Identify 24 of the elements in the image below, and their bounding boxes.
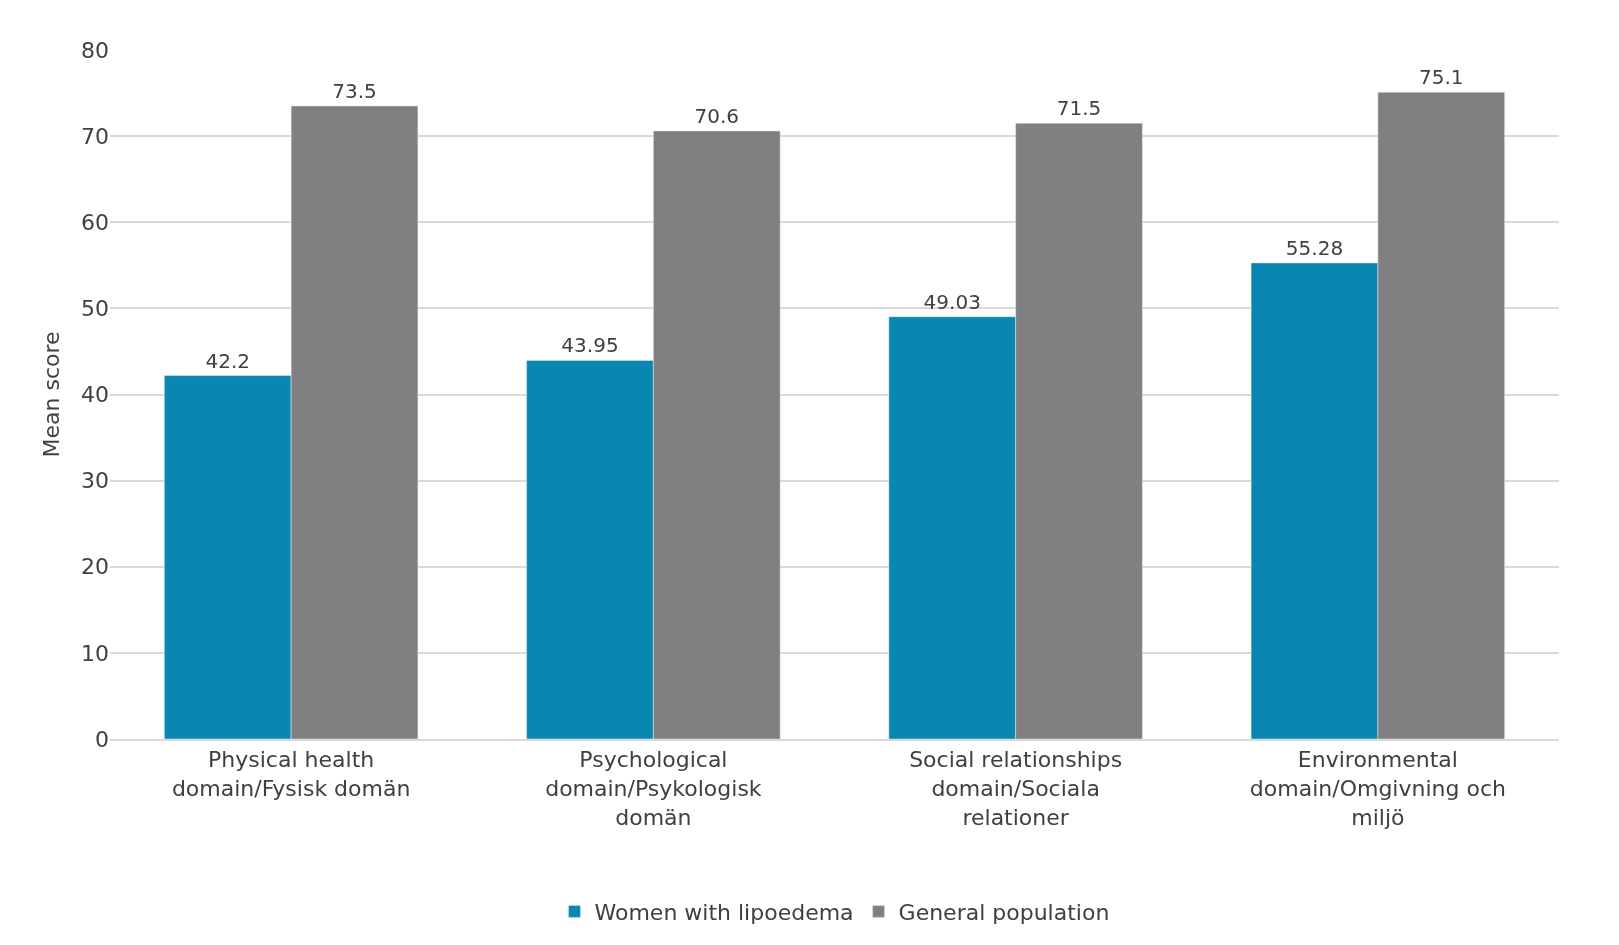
y-axis-title: Mean score [38, 331, 64, 458]
data-label: 43.95 [561, 333, 619, 358]
y-tick-label: 70 [81, 123, 109, 149]
data-label: 55.28 [1285, 235, 1344, 260]
data-label: 42.2 [205, 348, 250, 373]
y-tick-label: 0 [95, 726, 109, 752]
y-tick-label: 60 [81, 209, 109, 235]
y-tick-label: 50 [81, 296, 109, 322]
x-tick-label: Physical health domain/Fysisk domän [171, 747, 411, 801]
legend-label: Women with lipoedema [594, 899, 854, 925]
data-label: 70.6 [694, 103, 740, 128]
data-label: 75.1 [1419, 65, 1464, 90]
y-tick-label: 10 [81, 640, 109, 666]
x-tick-label: Social relationships domain/Sociala relationer [909, 747, 1123, 830]
data-label: 73.5 [332, 78, 377, 103]
data-label: 49.03 [923, 289, 981, 314]
y-tick-label: 80 [81, 37, 109, 63]
legend-label: General population [898, 899, 1110, 925]
y-tick-label: 20 [81, 554, 109, 580]
y-tick-label: 30 [81, 468, 109, 494]
x-tick-label: Environmental domain/Omgivning och miljö [1249, 747, 1506, 830]
y-tick-label: 40 [81, 382, 109, 408]
data-label: 71.5 [1056, 96, 1102, 121]
x-tick-label: Psychological domain/Psykologisk domän [545, 747, 762, 830]
